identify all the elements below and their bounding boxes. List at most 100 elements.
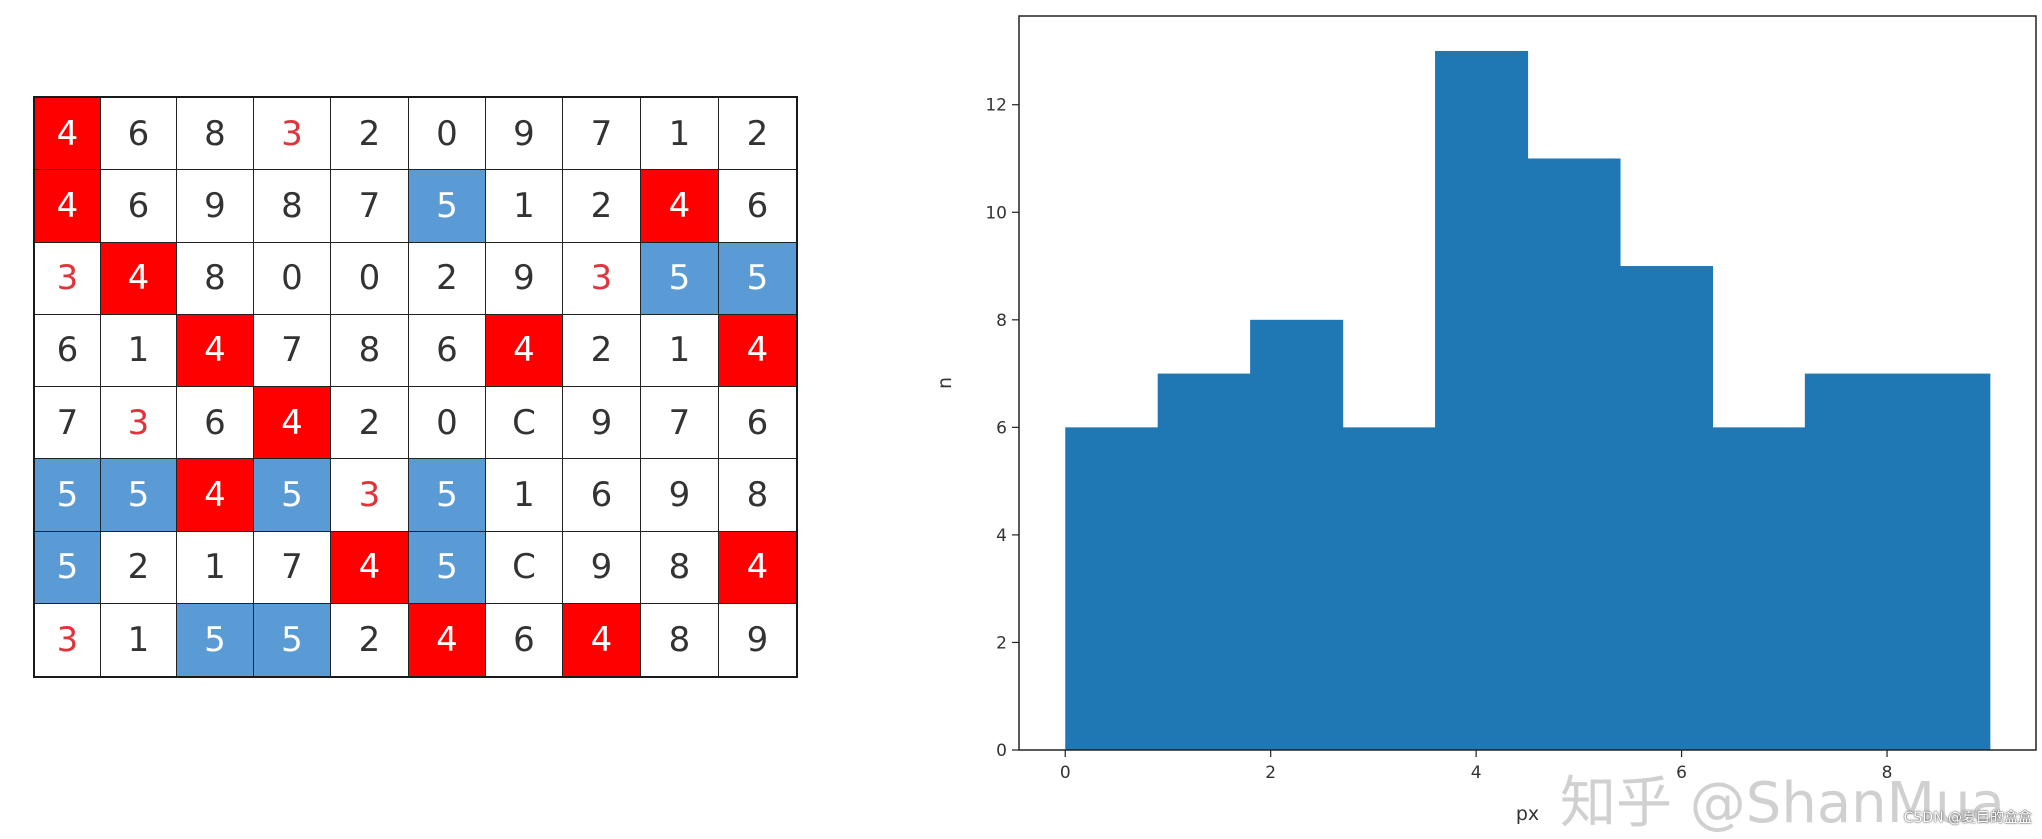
grid-cell: 1 — [101, 314, 177, 387]
x-tick-label: 2 — [1265, 763, 1276, 783]
histogram-bar — [1342, 427, 1436, 750]
plot-frame — [1018, 15, 2037, 751]
x-axis-ticks: 0 2 4 6 8 — [1060, 750, 1893, 783]
histogram-bar — [1250, 319, 1344, 750]
grid-cell: 2 — [101, 531, 177, 604]
y-tick-label: 0 — [996, 741, 1007, 761]
grid-cell: 6 — [409, 314, 486, 387]
histogram-bar — [1065, 427, 1159, 750]
grid-cell: 1 — [486, 170, 563, 243]
grid-cell: 2 — [719, 98, 796, 171]
grid-cell: 6 — [563, 459, 641, 532]
grid-cell: 9 — [641, 459, 719, 532]
grid-cell: 8 — [719, 459, 796, 532]
grid-cell: 3 — [101, 387, 177, 460]
grid-cell: 6 — [719, 170, 796, 243]
x-axis-label: px — [1516, 803, 1539, 825]
histogram-bars — [1065, 50, 1991, 750]
grid-cell: 3 — [563, 242, 641, 315]
grid-cell: 7 — [331, 170, 409, 243]
grid-cell: 1 — [486, 459, 563, 532]
grid-cell: 4 — [719, 531, 796, 604]
x-tick-label: 4 — [1471, 763, 1482, 783]
histogram-bar — [1897, 373, 1991, 750]
grid-cell: 1 — [641, 314, 719, 387]
grid-cell: C — [486, 531, 563, 604]
grid-cell: 4 — [177, 459, 254, 532]
x-tick-label: 6 — [1676, 763, 1687, 783]
grid-cell: 2 — [331, 98, 409, 171]
grid-cell: 5 — [35, 531, 101, 604]
grid-cell: 4 — [719, 314, 796, 387]
histogram-bar — [1804, 373, 1898, 750]
y-tick-label: 12 — [985, 96, 1007, 116]
y-tick-label: 6 — [996, 418, 1007, 438]
grid-cell: 0 — [254, 242, 331, 315]
grid-cell: 4 — [254, 387, 331, 460]
grid-cell: 1 — [641, 98, 719, 171]
grid-cell: 8 — [177, 242, 254, 315]
grid-cell: 8 — [177, 98, 254, 171]
grid-cell: 4 — [101, 242, 177, 315]
grid-cell: 4 — [177, 314, 254, 387]
x-tick-label: 8 — [1882, 763, 1893, 783]
y-tick-label: 8 — [996, 311, 1007, 331]
grid-cell: 1 — [101, 603, 177, 676]
grid-cell: 9 — [177, 170, 254, 243]
grid-cell: 9 — [746, 619, 769, 660]
y-tick-label: 10 — [985, 203, 1007, 223]
grid-cell: 2 — [409, 242, 486, 315]
grid-cell: 1 — [177, 531, 254, 604]
grid-cell: 4 — [331, 531, 409, 604]
y-tick-label: 2 — [996, 633, 1007, 653]
grid-cell: 5 — [409, 531, 486, 604]
grid-cell: 8 — [641, 603, 719, 676]
grid-cell: 8 — [331, 314, 409, 387]
grid-cell: 4 — [641, 170, 719, 243]
grid-cell: 2 — [563, 170, 641, 243]
histogram-bar — [1435, 50, 1529, 750]
grid-cell: 7 — [641, 387, 719, 460]
grid-cell: 3 — [35, 603, 101, 676]
grid-cell: 5 — [409, 459, 486, 532]
y-tick-label: 4 — [996, 526, 1007, 546]
grid-cell: 6 — [719, 387, 796, 460]
zhihu-watermark: 知乎 @ShanMua — [1560, 771, 2005, 836]
grid-cell: 7 — [254, 531, 331, 604]
grid-cell: 2 — [331, 387, 409, 460]
grid-cell: 5 — [254, 459, 331, 532]
grid-cell: 9 — [486, 242, 563, 315]
grid-cell: 6 — [35, 314, 101, 387]
histogram-bar — [1619, 266, 1714, 750]
grid-cell: 0 — [331, 242, 409, 315]
grid-cell: 0 — [409, 387, 486, 460]
grid-cell: 5 — [409, 170, 486, 243]
grid-cell: 5 — [101, 459, 177, 532]
y-axis-ticks: 0 2 4 6 8 10 12 — [985, 96, 1019, 761]
grid-cell: 5 — [719, 242, 796, 315]
grid-cell: 3 — [331, 459, 409, 532]
grid-cell: 9 — [486, 98, 563, 171]
grid-cell: 2 — [563, 314, 641, 387]
csdn-credit: CSDN @夏目的盒盒 — [1903, 810, 2032, 826]
histogram-bar — [1527, 158, 1621, 750]
grid-cell: 6 — [486, 603, 563, 676]
grid-cell: 7 — [563, 98, 641, 171]
grid-cell: 5 — [177, 603, 254, 676]
x-tick-label: 0 — [1060, 763, 1071, 783]
grid-cell: 8 — [641, 531, 719, 604]
grid-cell: 5 — [35, 459, 101, 532]
grid-cell: 4 — [409, 603, 486, 676]
grid-cell: 9 — [563, 531, 641, 604]
grid-cell: 4 — [35, 98, 101, 171]
grid-cell: 8 — [254, 170, 331, 243]
grid-cell: 3 — [254, 98, 331, 171]
grid-cell: 7 — [254, 314, 331, 387]
grid-cell: 5 — [254, 603, 331, 676]
grid-cell: 4 — [35, 170, 101, 243]
grid-cell: 3 — [35, 242, 101, 315]
histogram-bar — [1157, 373, 1251, 750]
grid-cell: C — [486, 387, 563, 460]
